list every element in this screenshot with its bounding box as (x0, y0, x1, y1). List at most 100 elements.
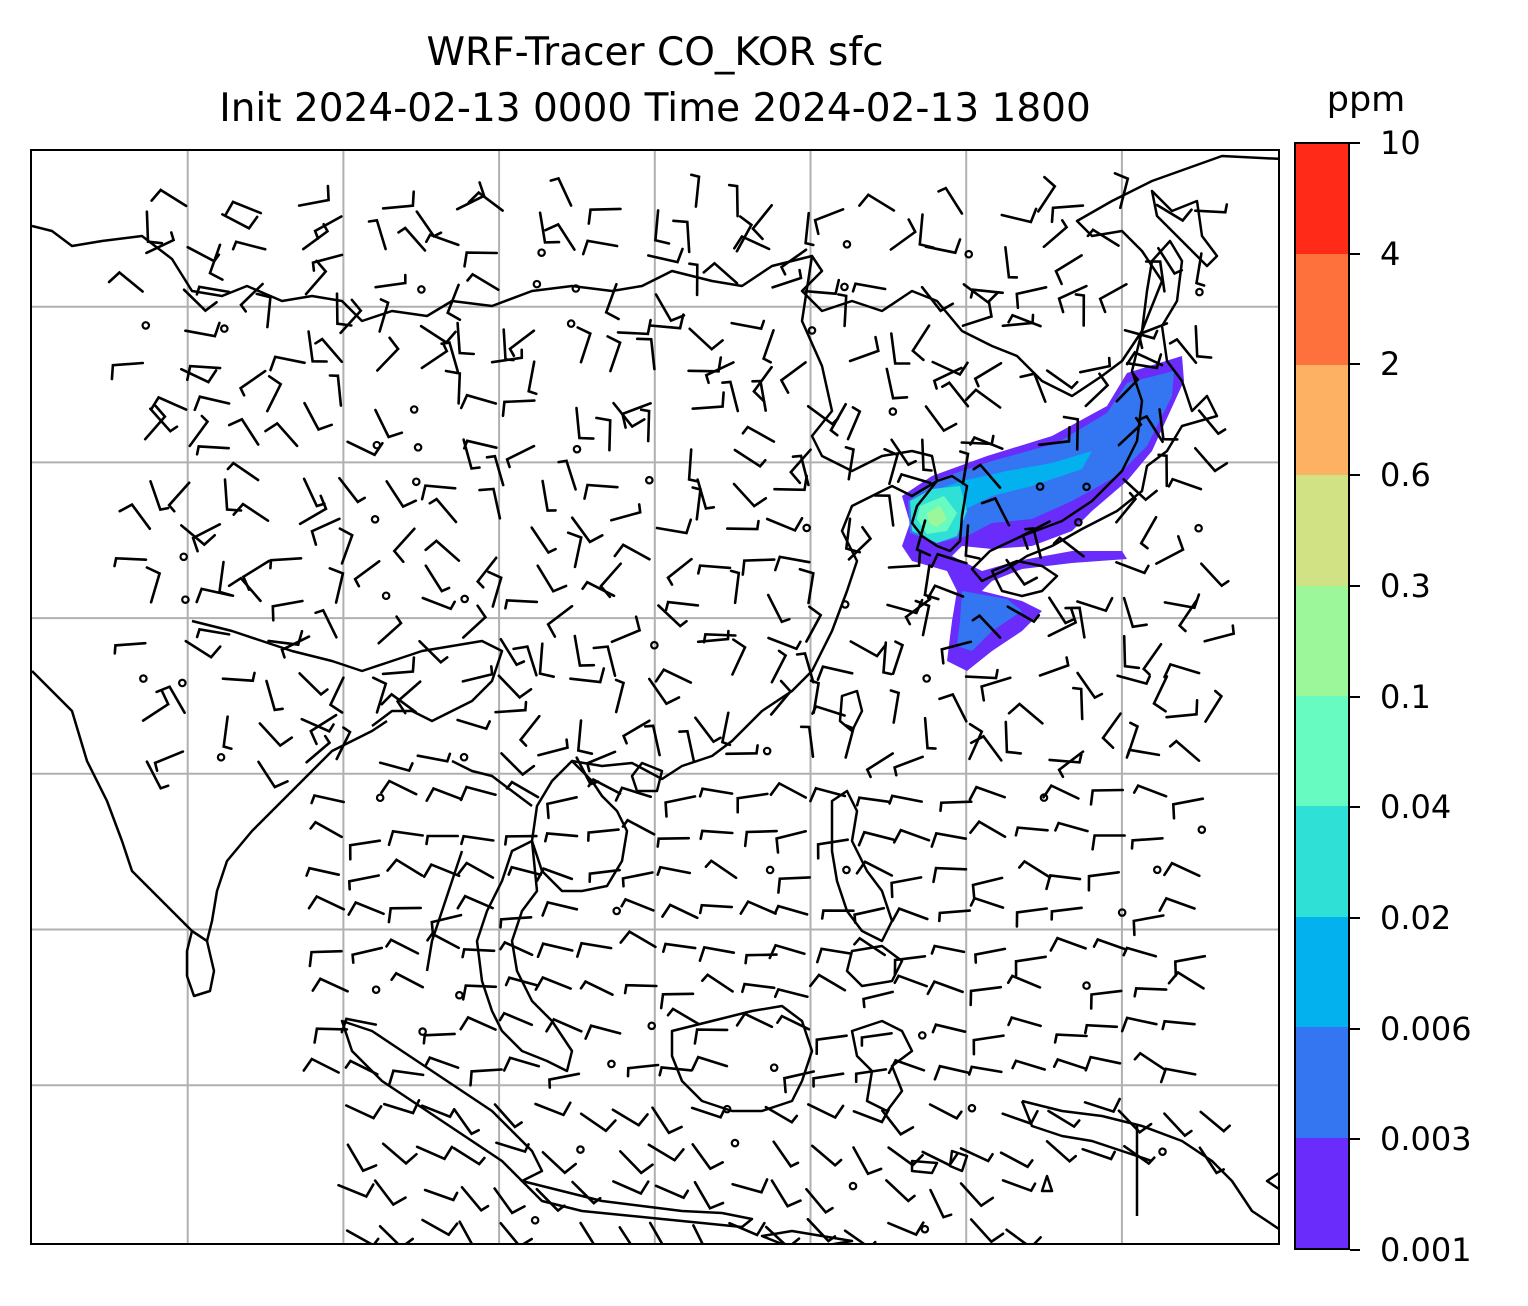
wind-barb (303, 401, 333, 432)
wind-barb (504, 976, 540, 987)
coastline-segment (850, 1019, 914, 1113)
wind-barb (885, 1179, 916, 1203)
wind-barb (335, 726, 352, 761)
wind-barb-calm (530, 1215, 540, 1225)
wind-barb (571, 1180, 602, 1205)
wind-barb (546, 796, 578, 820)
wind-barb (498, 1011, 534, 1027)
wind-barb (1122, 478, 1158, 502)
wind-barb (623, 983, 658, 995)
wind-barb (265, 679, 284, 712)
wind-barb (221, 671, 256, 683)
wind-barb (751, 204, 773, 241)
wind-barb (107, 270, 144, 293)
wind-barb (118, 502, 152, 530)
wind-barb (858, 193, 896, 212)
wind-barb (499, 637, 526, 667)
map-canvas (32, 151, 1278, 1243)
wind-barb (728, 1221, 766, 1237)
wind-barb (844, 446, 855, 481)
wind-barb (419, 324, 457, 345)
wind-barb (621, 719, 651, 745)
wind-barb (193, 395, 231, 412)
wind-barbs (107, 172, 1236, 1243)
wind-barb (345, 1229, 380, 1243)
wind-barb (690, 1106, 726, 1119)
wind-barb (1000, 207, 1038, 224)
wind-barb (548, 1072, 581, 1089)
wind-barb (855, 860, 894, 877)
wind-barb (538, 211, 561, 244)
wind-barb (462, 438, 481, 470)
wind-barb (1141, 643, 1163, 676)
wind-barb (1004, 246, 1019, 279)
wind-barb-calm (917, 1031, 927, 1040)
colorbar-tick (1350, 806, 1360, 809)
wind-barb (853, 906, 886, 924)
wind-barb (348, 839, 382, 861)
wind-barb (918, 213, 935, 249)
wind-barb (456, 321, 475, 356)
wind-barb (392, 527, 416, 564)
wind-barb (576, 941, 613, 958)
wind-barb (773, 987, 809, 999)
wind-barb (504, 834, 538, 846)
wind-barb-calm (1158, 1147, 1167, 1156)
wind-barb (666, 1007, 701, 1026)
wind-barb (537, 738, 569, 757)
wind-barb (1047, 1109, 1081, 1129)
wind-barb-calm (920, 1224, 930, 1234)
wind-barb-calm (139, 674, 148, 683)
wind-barb (421, 1218, 459, 1237)
wind-barb (932, 866, 968, 884)
coastline-segment (425, 759, 533, 972)
wind-barb (811, 1144, 843, 1168)
wind-barb-calm (1035, 482, 1045, 491)
wind-barb (974, 947, 1007, 964)
wind-barb (1038, 426, 1071, 447)
wind-barb (383, 1099, 421, 1115)
wind-barb (507, 865, 543, 876)
wind-barb (729, 569, 741, 605)
wind-barb (1173, 954, 1207, 977)
wind-barb (463, 439, 498, 450)
wind-barb (238, 369, 267, 397)
wind-barb (887, 1221, 925, 1237)
wind-barb (269, 355, 306, 372)
coastline-segment (571, 255, 939, 781)
wind-barb-calm (840, 282, 849, 292)
wind-barb (569, 667, 606, 684)
wind-barb (959, 1147, 994, 1163)
wind-barb (538, 642, 555, 678)
wind-barb (764, 1105, 799, 1124)
wind-barb (620, 402, 652, 429)
wind-barb (1045, 369, 1079, 390)
wind-barb (969, 435, 1004, 450)
wind-barb (862, 990, 894, 1009)
wind-barb (305, 866, 340, 877)
wind-barb (702, 632, 737, 644)
wind-barb (141, 690, 170, 722)
wind-barb (614, 786, 652, 802)
wind-barb (1015, 286, 1048, 310)
wind-barb (426, 932, 460, 950)
wind-barb (575, 406, 595, 440)
wind-barb-calm (417, 285, 426, 294)
wind-barb (380, 779, 418, 796)
wind-barb (461, 665, 494, 683)
wind-barb (1007, 313, 1042, 328)
wind-barb (373, 1179, 407, 1207)
wind-barb (612, 401, 646, 429)
wind-barb (1115, 372, 1140, 403)
wind-barb (167, 481, 191, 513)
wind-barb (799, 725, 815, 758)
wind-barb (691, 391, 725, 410)
wind-barb (267, 629, 304, 647)
wind-barb (930, 552, 968, 569)
wind-barb (1045, 873, 1082, 891)
wind-barb (914, 599, 931, 637)
wind-barb (807, 1103, 845, 1120)
wind-barb (733, 448, 767, 469)
wind-barb (688, 262, 699, 297)
wind-barb (302, 1057, 340, 1074)
